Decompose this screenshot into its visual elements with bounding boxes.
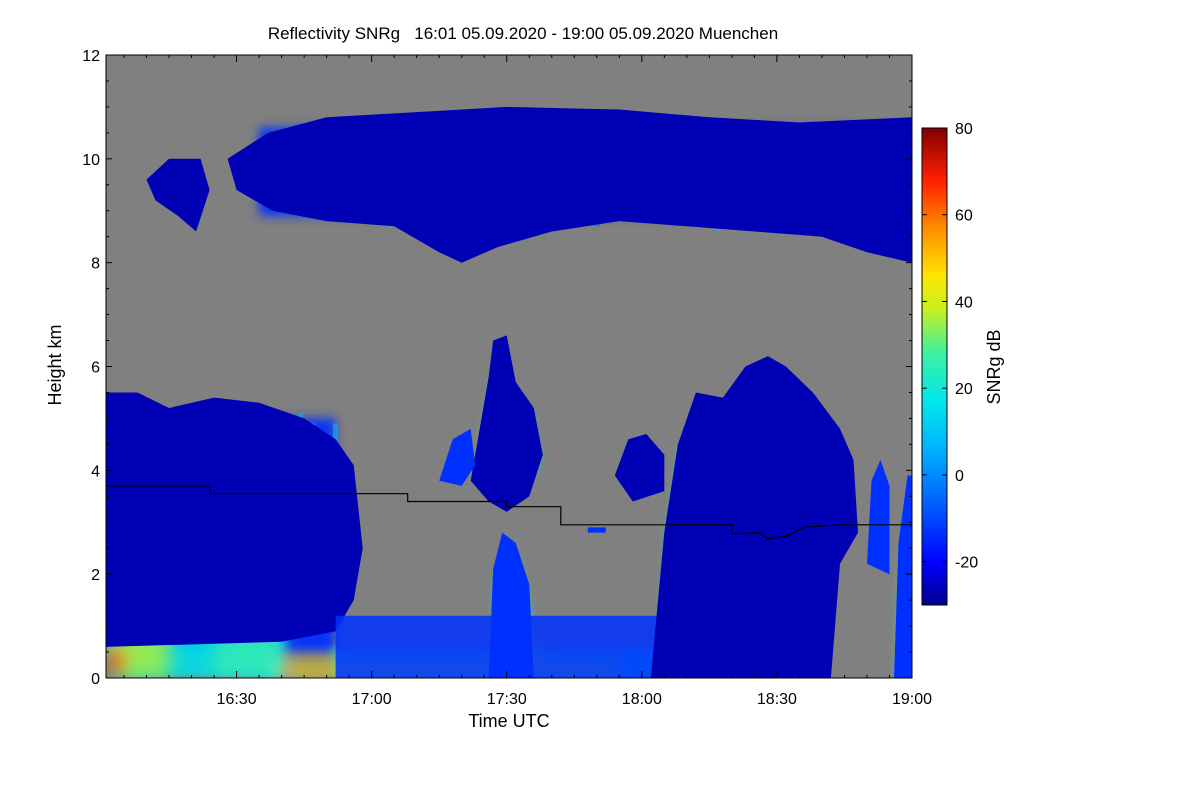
y-tick-label: 2	[91, 567, 100, 584]
colorbar-tick-label: 0	[955, 468, 964, 485]
x-tick-label: 18:30	[757, 691, 797, 708]
echo-region	[470, 335, 543, 512]
title-time-range: 16:01 05.09.2020 - 19:00 05.09.2020	[400, 24, 694, 43]
x-axis: 16:30 17:00 17:30 18:00 18:30 19:00	[123, 55, 932, 708]
x-tick-label: 17:00	[352, 691, 392, 708]
chart-title: Reflectivity SNRg 16:01 05.09.2020 - 19:…	[268, 24, 778, 43]
echo-region	[614, 434, 665, 502]
y-tick-label: 10	[82, 152, 100, 169]
echo-region	[587, 527, 606, 533]
reflectivity-field	[106, 106, 912, 678]
colorbar-label: SNRg dB	[984, 329, 1004, 404]
echo-region	[650, 356, 858, 678]
echo-region	[488, 532, 534, 678]
colorbar-tick-label: 60	[955, 208, 973, 225]
echo-region	[867, 459, 890, 575]
x-tick-label: 18:00	[622, 691, 662, 708]
y-axis: 0 2 4 6 8 10 12	[82, 48, 912, 688]
y-tick-label: 8	[91, 256, 100, 273]
x-tick-label: 17:30	[487, 691, 527, 708]
title-location: Muenchen	[694, 24, 778, 43]
x-tick-label: 19:00	[892, 691, 932, 708]
colorbar-tick-label: 80	[955, 121, 973, 138]
colorbar-tick-label: -20	[955, 555, 978, 572]
x-axis-label: Time UTC	[468, 711, 549, 731]
y-tick-label: 12	[82, 48, 100, 65]
y-axis-label: Height km	[45, 324, 65, 405]
colorbar-tick-label: 20	[955, 381, 973, 398]
melting-layer-line	[106, 485, 912, 540]
y-tick-label: 4	[91, 463, 100, 480]
colorbar: -20 0 20 40 60 80 SNRg dB	[921, 121, 1004, 606]
colorbar-ticks: -20 0 20 40 60 80	[922, 121, 978, 572]
colorbar-gradient	[921, 127, 948, 606]
y-tick-label: 0	[91, 671, 100, 688]
echo-region	[439, 428, 476, 486]
echo-region	[106, 646, 124, 678]
colorbar-tick-label: 40	[955, 294, 973, 311]
x-tick-label: 16:30	[217, 691, 257, 708]
echo-region	[894, 475, 912, 678]
plot-area	[105, 54, 913, 679]
echo-region	[146, 158, 210, 232]
title-main: Reflectivity SNRg	[268, 24, 400, 43]
y-tick-label: 6	[91, 360, 100, 377]
echo-region	[106, 392, 363, 647]
echo-region	[227, 106, 912, 263]
